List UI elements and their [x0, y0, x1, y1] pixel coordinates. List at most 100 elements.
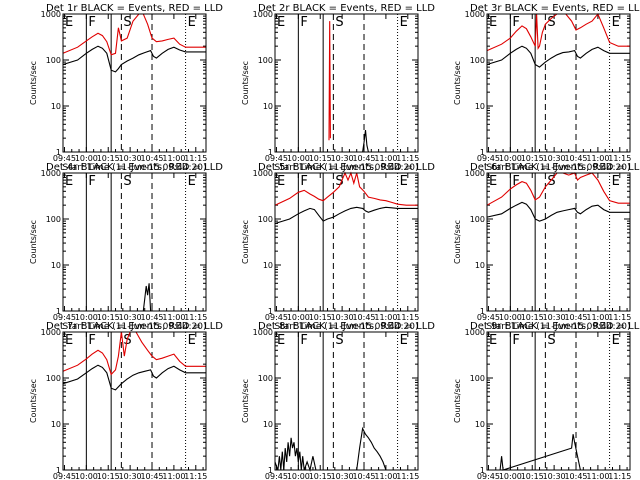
y-axis-label: Counts/sec	[29, 220, 38, 264]
x-tick-label: 10:15	[309, 154, 332, 163]
x-tick-label: 10:45	[564, 313, 587, 322]
x-tick-label: 10:15	[521, 313, 544, 322]
plot-frame	[62, 331, 207, 471]
y-axis-label: Counts/sec	[241, 61, 250, 105]
x-tick-label: 10:30	[119, 313, 142, 322]
marker-label: E	[277, 15, 285, 30]
x-axis-label: Start Time (11-Jun-15 09:44:20)	[275, 322, 419, 332]
x-tick-label: 11:15	[608, 313, 631, 322]
series-events	[62, 45, 206, 73]
x-tick-label: 09:45	[477, 313, 500, 322]
y-tick-label: 1	[268, 466, 273, 475]
y-tick-label: 10	[51, 102, 61, 111]
x-tick-label: 10:15	[97, 154, 120, 163]
y-tick-label: 1	[480, 148, 485, 157]
panel-title: Det 2r BLACK = Events, RED = LLD	[258, 3, 435, 14]
plot-frame	[274, 172, 419, 312]
panel-title: Det 3r BLACK = Events, RED = LLD	[470, 3, 640, 14]
x-tick-label: 11:00	[374, 472, 397, 480]
y-tick-label: 100	[470, 215, 485, 224]
marker-label: E	[65, 333, 73, 348]
panel-5: Det 5r BLACK = Events, RED = LLD Counts/s…	[241, 162, 435, 332]
y-tick-label: 10	[475, 261, 485, 270]
marker-label: S	[335, 174, 343, 189]
y-tick-label: 100	[46, 56, 61, 65]
series-lld	[62, 13, 206, 56]
marker-label: F	[300, 174, 307, 189]
x-tick-label: 10:45	[140, 472, 163, 480]
x-tick-label: 10:00	[287, 313, 310, 322]
x-axis-label: Start Time (11-Jun-15 09:44:20)	[63, 163, 207, 173]
x-tick-label: 10:00	[75, 472, 98, 480]
y-tick-label: 1	[268, 148, 273, 157]
marker-label: F	[88, 15, 95, 30]
x-axis-label: Start Time (11-Jun-15 09:44:20)	[487, 322, 631, 332]
marker-label: F	[512, 174, 519, 189]
series-events	[142, 283, 152, 312]
x-tick-label: 09:45	[53, 313, 76, 322]
y-axis-label: Counts/sec	[453, 61, 462, 105]
marker-label: E	[489, 333, 497, 348]
x-tick-label: 10:00	[287, 472, 310, 480]
series-lld	[486, 12, 630, 52]
y-tick-label: 1000	[465, 328, 485, 337]
x-tick-label: 10:45	[564, 472, 587, 480]
panel-title: Det 9r BLACK = Events, RED = LLD	[470, 321, 640, 332]
series-events	[62, 364, 206, 391]
y-tick-label: 10	[475, 420, 485, 429]
x-tick-label: 10:00	[75, 154, 98, 163]
marker-label: F	[88, 333, 95, 348]
x-tick-label: 10:45	[352, 472, 375, 480]
x-tick-label: 09:45	[53, 472, 76, 480]
series-lld	[328, 21, 331, 141]
plot-frame	[486, 172, 631, 312]
panel-8: Det 8r BLACK = Events, RED = LLD Counts/s…	[241, 321, 435, 480]
panel-1: Det 1r BLACK = Events, RED = LLD Counts/s…	[29, 3, 223, 173]
x-tick-label: 10:15	[309, 472, 332, 480]
y-tick-label: 1000	[465, 169, 485, 178]
y-tick-label: 1000	[253, 328, 273, 337]
y-axis-label: Counts/sec	[29, 379, 38, 423]
series-lld	[62, 331, 206, 376]
y-tick-label: 10	[475, 102, 485, 111]
x-tick-label: 10:45	[564, 154, 587, 163]
y-tick-label: 100	[470, 56, 485, 65]
y-tick-label: 10	[263, 261, 273, 270]
x-tick-label: 10:30	[119, 154, 142, 163]
plot-frame	[274, 331, 419, 471]
x-tick-label: 09:45	[477, 472, 500, 480]
y-tick-label: 1	[480, 466, 485, 475]
marker-label: E	[277, 333, 285, 348]
y-axis-label: Counts/sec	[453, 220, 462, 264]
marker-label: F	[88, 174, 95, 189]
x-tick-label: 11:00	[374, 154, 397, 163]
x-axis-label: Start Time (11-Jun-15 09:44:20)	[487, 163, 631, 173]
x-tick-label: 10:30	[331, 313, 354, 322]
y-tick-label: 100	[258, 215, 273, 224]
marker-label: S	[335, 333, 343, 348]
marker-label: S	[335, 15, 343, 30]
panel-3: Det 3r BLACK = Events, RED = LLD Counts/s…	[453, 3, 640, 173]
marker-label: E	[65, 15, 73, 30]
plot-frame	[486, 331, 631, 471]
y-tick-label: 1000	[41, 10, 61, 19]
plot-frame	[62, 13, 207, 153]
x-tick-label: 11:00	[586, 472, 609, 480]
y-tick-label: 100	[470, 374, 485, 383]
x-tick-label: 10:15	[97, 472, 120, 480]
y-tick-label: 100	[46, 374, 61, 383]
x-tick-label: 11:15	[184, 313, 207, 322]
marker-label: E	[188, 15, 196, 30]
x-tick-label: 11:00	[162, 313, 185, 322]
x-tick-label: 11:15	[396, 154, 419, 163]
marker-label: F	[512, 333, 519, 348]
x-tick-label: 11:00	[374, 313, 397, 322]
panel-9: Det 9r BLACK = Events, RED = LLD Counts/s…	[453, 321, 640, 480]
marker-label: E	[612, 174, 620, 189]
marker-label: E	[489, 174, 497, 189]
marker-label: E	[65, 174, 73, 189]
y-tick-label: 10	[263, 102, 273, 111]
x-tick-label: 09:45	[265, 313, 288, 322]
x-tick-label: 11:15	[184, 154, 207, 163]
